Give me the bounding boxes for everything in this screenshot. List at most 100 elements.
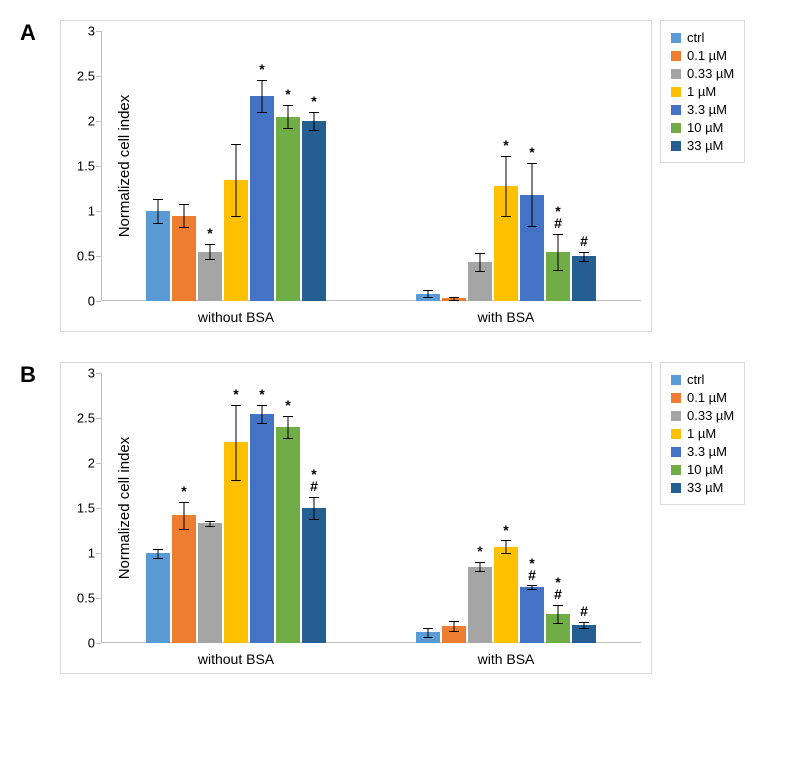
error-bar (558, 234, 559, 270)
legend-swatch (671, 69, 681, 79)
error-bar (314, 497, 315, 519)
y-tick-label: 3 (88, 24, 95, 39)
error-cap (501, 540, 511, 541)
error-bar (288, 105, 289, 128)
error-bar (454, 621, 455, 632)
bar-wrap: * (494, 547, 518, 643)
legend-item: 0.33 µM (671, 66, 734, 81)
y-tick-label: 0.5 (77, 249, 95, 264)
legend-label: 0.33 µM (687, 408, 734, 423)
bar-wrap: * (250, 414, 274, 644)
error-cap (527, 163, 537, 164)
legend-label: ctrl (687, 30, 704, 45)
bar (198, 523, 222, 643)
error-bar (184, 204, 185, 227)
y-tick-label: 1 (88, 546, 95, 561)
plot-area: Normalized cell index00.511.522.53****wi… (101, 31, 641, 301)
significance-annotation: * (285, 89, 290, 101)
legend-label: 33 µM (687, 480, 723, 495)
bars-region: *****#without BSA***#*##with BSA (101, 373, 641, 643)
y-tick-label: 0.5 (77, 591, 95, 606)
bar-wrap: *# (546, 614, 570, 643)
error-bar (314, 112, 315, 130)
error-cap (309, 130, 319, 131)
legend-item: ctrl (671, 372, 734, 387)
legend-item: 0.1 µM (671, 390, 734, 405)
legend-swatch (671, 465, 681, 475)
bar (468, 567, 492, 644)
error-cap (153, 223, 163, 224)
error-cap (449, 631, 459, 632)
legend-swatch (671, 393, 681, 403)
error-cap (579, 628, 589, 629)
bar (520, 195, 544, 301)
error-cap (257, 80, 267, 81)
chart-container: Normalized cell index00.511.522.53*****#… (60, 362, 774, 674)
error-cap (475, 571, 485, 572)
significance-annotation: * (477, 546, 482, 558)
legend-label: 10 µM (687, 120, 723, 135)
bar (250, 96, 274, 301)
y-tick-label: 1.5 (77, 501, 95, 516)
error-cap (231, 216, 241, 217)
bar-wrap: * (172, 515, 196, 643)
bar-wrap: * (198, 252, 222, 302)
significance-annotation: # (580, 606, 588, 618)
error-bar (236, 405, 237, 481)
plot-area: Normalized cell index00.511.522.53*****#… (101, 373, 641, 643)
bar-wrap (146, 211, 170, 301)
significance-annotation: * (181, 486, 186, 498)
legend-swatch (671, 51, 681, 61)
bar-wrap (416, 632, 440, 643)
error-cap (501, 156, 511, 157)
error-cap (179, 502, 189, 503)
bar (276, 117, 300, 302)
panel-label: B (20, 362, 36, 388)
legend-swatch (671, 411, 681, 421)
significance-annotation: * (259, 64, 264, 76)
y-tick-label: 3 (88, 366, 95, 381)
y-tick-label: 2 (88, 456, 95, 471)
error-bar (236, 144, 237, 216)
bar (172, 216, 196, 302)
bar (146, 553, 170, 643)
bar-wrap (146, 553, 170, 643)
error-cap (527, 589, 537, 590)
bar-wrap: * (276, 117, 300, 302)
error-bar (210, 244, 211, 258)
legend-item: 0.1 µM (671, 48, 734, 63)
legend-item: 0.33 µM (671, 408, 734, 423)
bar-group: ***#*##with BSA (371, 373, 641, 643)
error-bar (428, 290, 429, 297)
legend-label: 33 µM (687, 138, 723, 153)
bar-wrap (442, 626, 466, 643)
error-cap (553, 623, 563, 624)
error-bar (558, 605, 559, 623)
legend-swatch (671, 87, 681, 97)
bars-region: ****without BSA***##with BSA (101, 31, 641, 301)
legend-swatch (671, 33, 681, 43)
significance-annotation: *# (554, 577, 562, 601)
error-cap (449, 621, 459, 622)
bar-wrap: # (572, 625, 596, 643)
bar (494, 186, 518, 301)
legend-item: 1 µM (671, 84, 734, 99)
bar (224, 442, 248, 643)
error-cap (231, 405, 241, 406)
error-cap (501, 553, 511, 554)
error-cap (527, 585, 537, 586)
significance-annotation: *# (310, 469, 318, 493)
error-cap (231, 144, 241, 145)
error-bar (532, 163, 533, 226)
error-cap (179, 227, 189, 228)
error-bar (584, 252, 585, 261)
error-cap (283, 416, 293, 417)
bar (520, 587, 544, 643)
significance-annotation: * (259, 389, 264, 401)
legend-label: 0.1 µM (687, 48, 727, 63)
bar (546, 252, 570, 302)
bar-wrap: *# (546, 252, 570, 302)
bar-wrap (224, 180, 248, 302)
error-cap (553, 605, 563, 606)
chart-body: Normalized cell index00.511.522.53****wi… (60, 20, 652, 332)
